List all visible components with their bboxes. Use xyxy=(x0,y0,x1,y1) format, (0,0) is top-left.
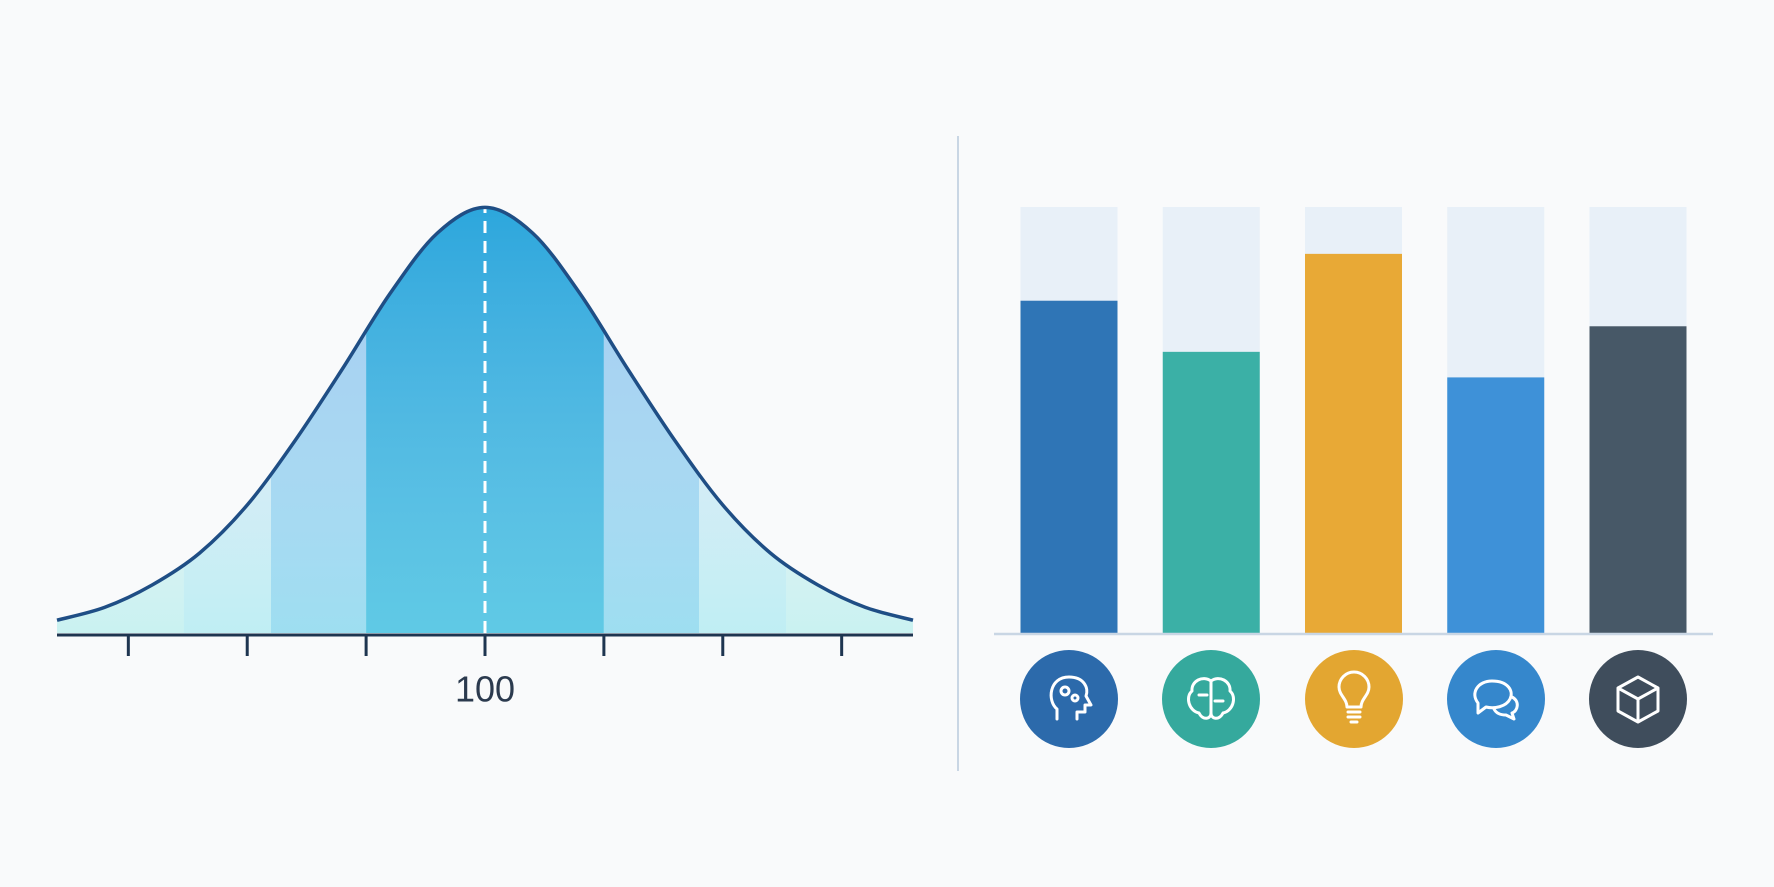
x-tick-label: 100 xyxy=(455,669,515,710)
bar xyxy=(1020,300,1118,633)
icon-bulb xyxy=(1305,650,1403,748)
icon-head xyxy=(1020,650,1118,748)
bar xyxy=(1305,253,1402,634)
icon-brain xyxy=(1162,650,1260,748)
bar xyxy=(1162,351,1260,633)
bar xyxy=(1447,377,1545,633)
distribution-curve xyxy=(56,205,914,622)
bar xyxy=(1589,326,1687,633)
icon-chat xyxy=(1447,650,1545,748)
icon-row xyxy=(1020,650,1687,748)
icon-cube xyxy=(1589,650,1687,748)
